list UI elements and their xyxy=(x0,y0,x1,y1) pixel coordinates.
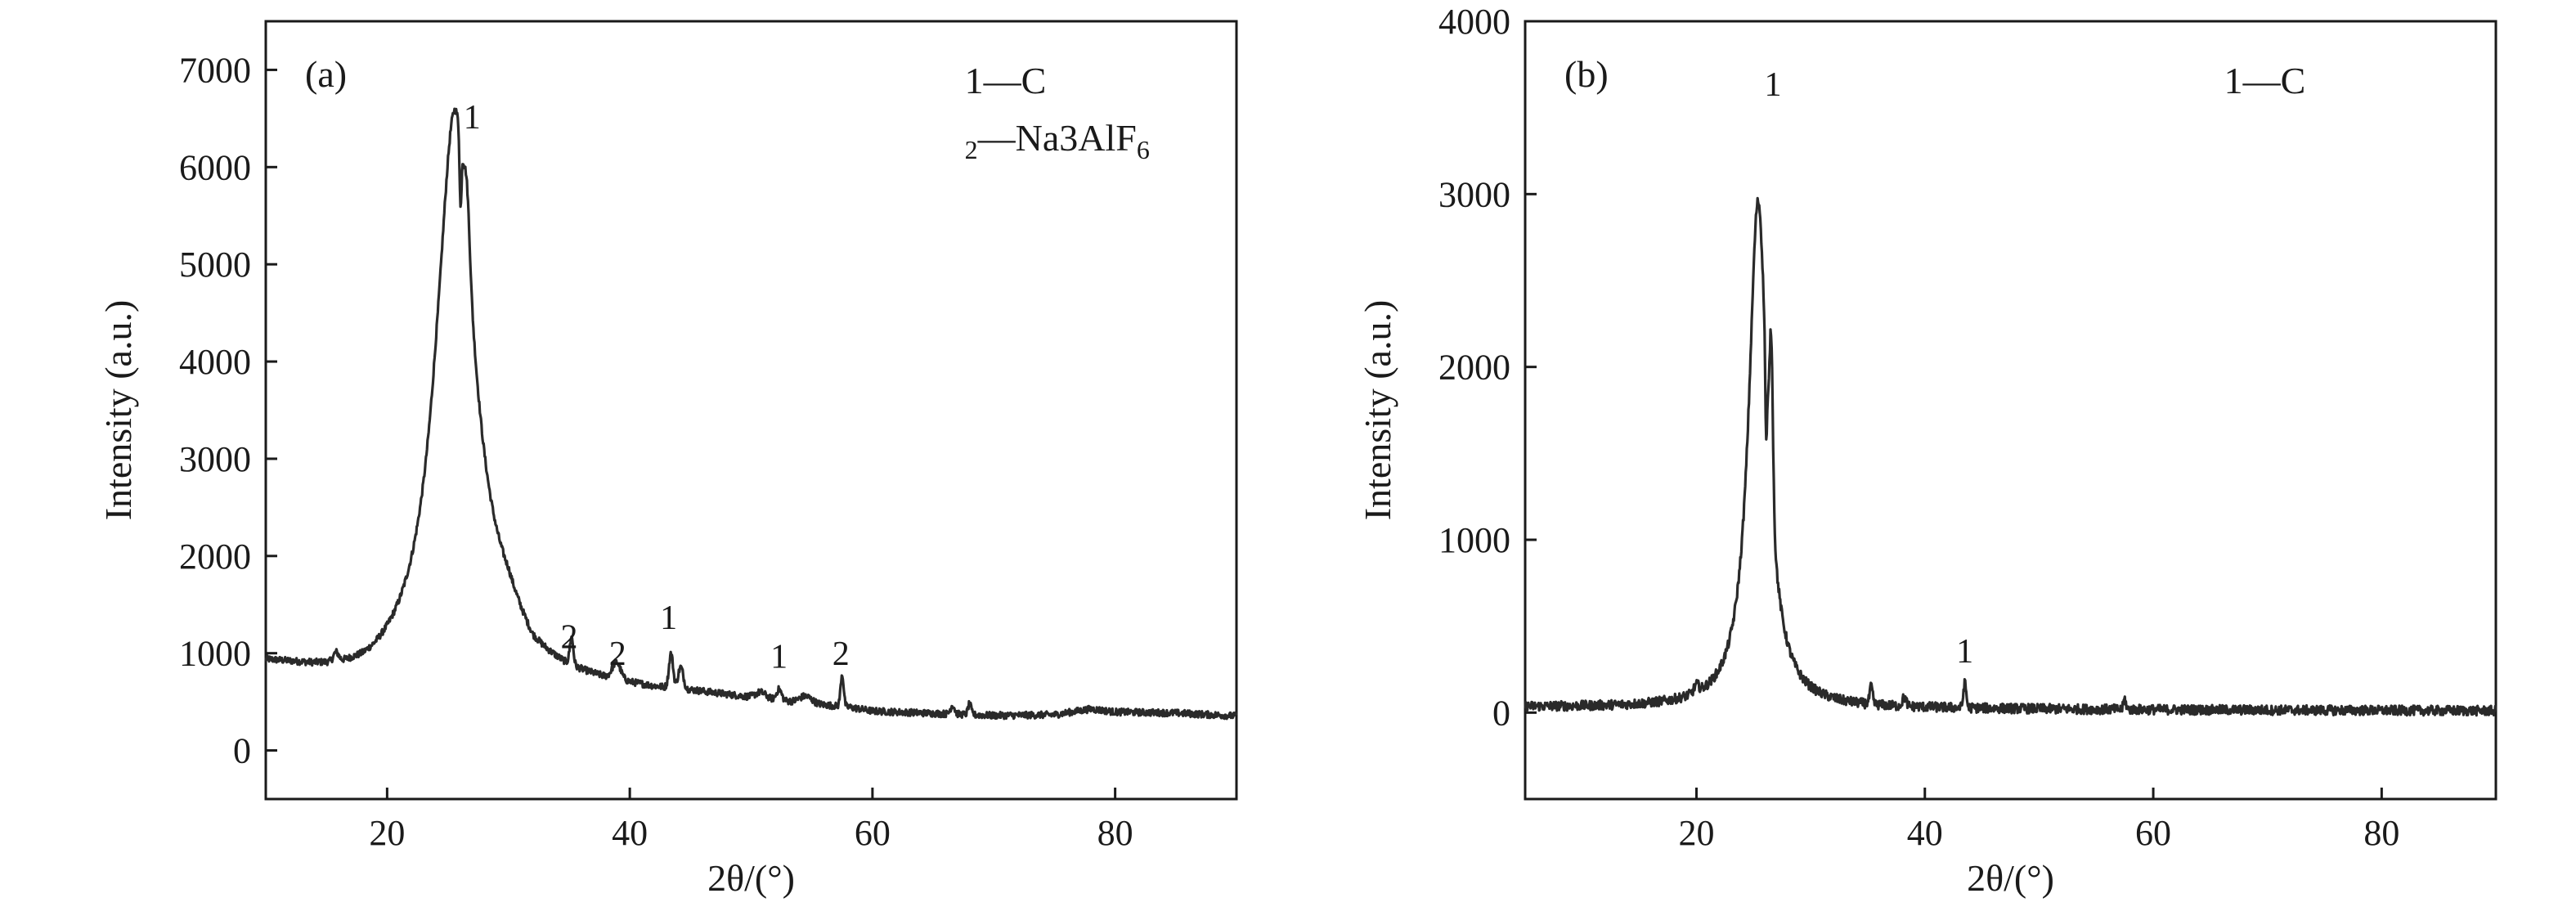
y-tick-label: 2000 xyxy=(1438,348,1510,388)
peak-label: 2 xyxy=(560,619,577,657)
x-tick-label: 20 xyxy=(1678,813,1714,853)
panel-label: (b) xyxy=(1564,53,1609,95)
xrd-trace xyxy=(1524,196,2497,717)
x-tick-label: 60 xyxy=(855,813,891,853)
x-axis-title: 2θ/(°) xyxy=(1967,857,2054,899)
y-tick-label: 0 xyxy=(233,731,251,771)
peak-label: 2 xyxy=(609,635,626,673)
y-tick-label: 4000 xyxy=(1438,2,1510,42)
x-tick-label: 60 xyxy=(2135,813,2171,853)
peak-label: 1 xyxy=(464,99,481,137)
legend-entry: 1—C xyxy=(2224,60,2306,101)
x-tick-label: 40 xyxy=(1907,813,1943,853)
panel-a: 20 40 60 80 0 1000 2000 3000 4000 5000 6000 7000 2θ/… xyxy=(97,20,1238,899)
legend-entry: 2—Na3AlF6 xyxy=(965,117,1150,164)
x-tick-label: 40 xyxy=(612,813,648,853)
x-axis-title: 2θ/(°) xyxy=(707,857,795,899)
panel-label: (a) xyxy=(305,53,347,95)
legend-entry: 1—C xyxy=(965,60,1047,101)
y-tick-label: 4000 xyxy=(179,342,251,382)
peak-label: 1 xyxy=(1765,66,1782,104)
x-tick-label: 80 xyxy=(2363,813,2399,853)
peak-label: 2 xyxy=(832,635,850,673)
y-axis-title: Intensity (a.u.) xyxy=(1357,300,1398,521)
panel-b: 20 40 60 80 0 1000 2000 3000 4000 2θ/(°) Intensity… xyxy=(1357,2,2497,899)
peak-label: 1 xyxy=(660,599,677,637)
y-tick-label: 6000 xyxy=(179,147,251,187)
y-axis-title: Intensity (a.u.) xyxy=(97,300,139,521)
y-tick-label: 5000 xyxy=(179,245,251,285)
plot-frame xyxy=(1524,20,2497,801)
x-tick-label: 20 xyxy=(369,813,405,853)
y-tick-label: 0 xyxy=(1492,693,1510,733)
y-tick-label: 2000 xyxy=(179,537,251,577)
peak-label: 1 xyxy=(770,639,788,676)
y-tick-label: 1000 xyxy=(1438,520,1510,560)
xrd-trace xyxy=(264,107,1238,721)
peak-label: 1 xyxy=(1956,633,1973,671)
y-tick-label: 7000 xyxy=(179,50,251,90)
y-tick-label: 3000 xyxy=(179,439,251,479)
y-tick-label: 1000 xyxy=(179,634,251,674)
x-tick-label: 80 xyxy=(1097,813,1133,853)
plot-frame xyxy=(264,20,1238,801)
y-tick-label: 3000 xyxy=(1438,174,1510,214)
